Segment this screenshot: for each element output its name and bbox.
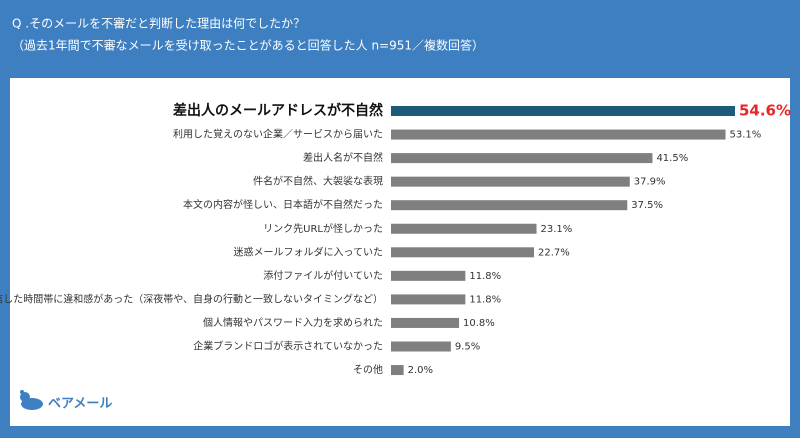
value-label: 37.9%	[634, 177, 666, 188]
category-label: 利用した覚えのない企業／サービスから届いた	[173, 128, 383, 141]
bar	[391, 294, 466, 305]
value-label: 23.1%	[541, 224, 573, 235]
value-label: 9.5%	[455, 342, 480, 353]
value-label: 11.8%	[469, 271, 501, 282]
logo-text: ベアメール	[48, 397, 112, 412]
category-label: その他	[353, 363, 383, 376]
bar	[391, 365, 404, 376]
category-label: 迷惑メールフォルダに入っていた	[234, 245, 384, 258]
bar	[391, 223, 537, 234]
bar	[391, 153, 653, 164]
category-label: 添付ファイルが付いていた	[263, 269, 383, 282]
value-label: 54.6%	[739, 102, 791, 120]
chart-subtitle: （過去1年間で不審なメールを受け取ったことがあると回答した人 n=951／複数回…	[12, 38, 484, 53]
category-label: 差出人のメールアドレスが不自然	[173, 102, 383, 119]
category-label: リンク先URLが怪しかった	[263, 222, 383, 235]
value-label: 37.5%	[631, 200, 663, 211]
category-label: 本文の内容が怪しい、日本語が不自然だった	[183, 198, 383, 211]
category-label: 個人情報やパスワード入力を求められた	[203, 316, 383, 329]
value-label: 22.7%	[538, 247, 570, 258]
value-label: 11.8%	[469, 294, 501, 305]
bar	[391, 247, 535, 258]
chart-title: Q .そのメールを不審だと判断した理由は何でしたか？	[12, 16, 305, 31]
category-label: 受信した時間帯に違和感があった（深夜帯や、自身の行動と一致しないタイミングなど）	[0, 292, 383, 305]
category-label: 差出人名が不自然	[303, 151, 383, 164]
bar	[391, 129, 726, 140]
value-label: 41.5%	[656, 153, 688, 164]
bar	[391, 176, 630, 187]
bar	[391, 106, 735, 116]
bar	[391, 341, 451, 352]
category-label: 件名が不自然、大袈裟な表現	[253, 175, 383, 188]
category-label: 企業ブランドロゴが表示されていなかった	[193, 340, 383, 353]
value-label: 2.0%	[408, 365, 433, 376]
logo-icon	[20, 390, 43, 410]
bar	[391, 317, 460, 328]
value-label: 53.1%	[730, 130, 762, 141]
bar	[391, 270, 466, 281]
value-label: 10.8%	[463, 318, 495, 329]
bar	[391, 200, 628, 211]
